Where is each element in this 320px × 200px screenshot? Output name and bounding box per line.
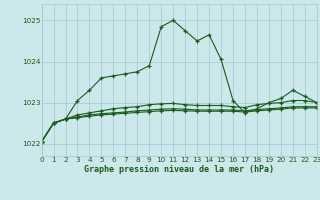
X-axis label: Graphe pression niveau de la mer (hPa): Graphe pression niveau de la mer (hPa) bbox=[84, 165, 274, 174]
